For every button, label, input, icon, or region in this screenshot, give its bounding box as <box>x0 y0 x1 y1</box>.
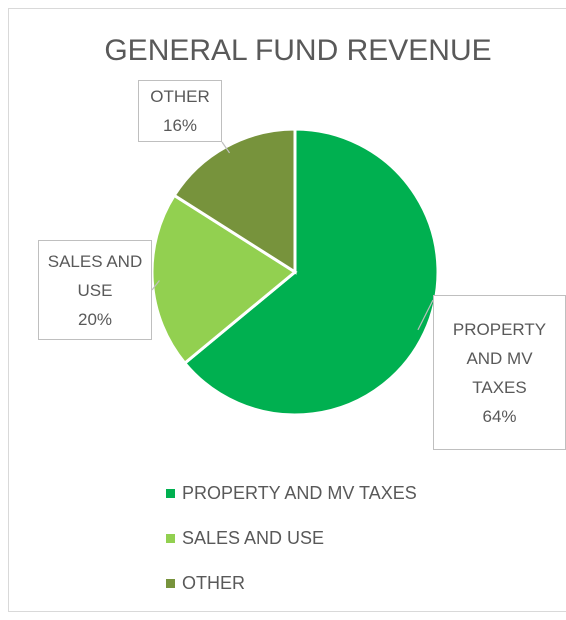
label-category: PROPERTY AND MV TAXES <box>452 319 547 397</box>
data-label: OTHER 16% <box>138 80 222 142</box>
label-category: OTHER <box>150 87 210 106</box>
legend-swatch <box>166 579 175 588</box>
label-value: 16% <box>162 116 198 135</box>
data-label: PROPERTY AND MV TAXES 64% <box>433 295 566 450</box>
label-category: SALES AND USE <box>47 251 143 300</box>
leader-line <box>151 280 160 291</box>
pie-slice <box>172 127 297 275</box>
legend-label: OTHER <box>182 573 245 593</box>
data-label: SALES AND USE 20% <box>38 240 152 340</box>
pie-slice <box>150 193 298 366</box>
leader-line <box>417 299 434 331</box>
legend-label: SALES AND USE <box>182 528 324 548</box>
label-value: 20% <box>77 309 113 329</box>
legend-label: PROPERTY AND MV TAXES <box>182 483 417 503</box>
legend-swatch <box>166 534 175 543</box>
leader-line <box>221 141 231 154</box>
pie-slice <box>182 127 440 417</box>
label-value: 64% <box>482 406 517 426</box>
legend-swatch <box>166 489 175 498</box>
chart-title: GENERAL FUND REVENUE <box>104 34 491 67</box>
